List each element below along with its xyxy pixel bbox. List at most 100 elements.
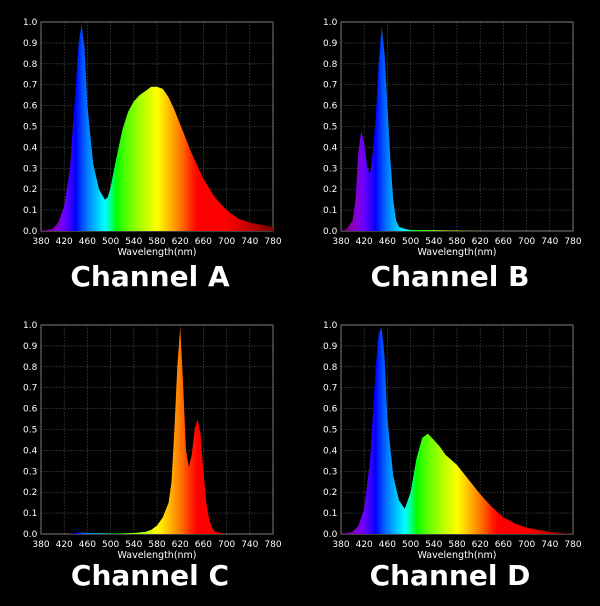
y-tick-label: 0.7 (323, 81, 337, 91)
x-tick-label: 380 (332, 237, 349, 247)
chart-panel-b: 0.0 0.1 0.2 0.3 0.4 0.5 0.6 0.7 0.8 0.9 1.0 380 420 4… (300, 0, 600, 303)
x-tick-label: 460 (379, 237, 396, 247)
spectrum-chart-d: 0.0 0.1 0.2 0.3 0.4 0.5 0.6 0.7 0.8 0.9 1.0 380 420 4… (323, 321, 582, 561)
x-tick-label: 380 (32, 540, 49, 550)
y-tick-label: 0.2 (23, 488, 37, 498)
x-tick-label: 540 (425, 540, 442, 550)
x-axis-label: Wavelength(nm) (417, 550, 496, 561)
x-tick-label: 420 (56, 540, 73, 550)
spectrum-chart-b: 0.0 0.1 0.2 0.3 0.4 0.5 0.6 0.7 0.8 0.9 1.0 380 420 4… (323, 18, 582, 258)
x-axis-label: Wavelength(nm) (117, 247, 196, 258)
x-tick-label: 580 (448, 237, 465, 247)
x-tick-label: 500 (102, 540, 119, 550)
x-tick-label: 460 (79, 237, 96, 247)
x-tick-label: 620 (172, 237, 189, 247)
y-tick-label: 0.4 (323, 143, 338, 153)
y-tick-label: 0.9 (323, 39, 338, 49)
y-tick-label: 0.3 (323, 164, 337, 174)
y-tick-label: 0.1 (23, 509, 37, 519)
y-tick-label: 0.5 (323, 426, 337, 436)
chart-title-b: Channel B (370, 260, 530, 293)
y-tick-label: 1.0 (323, 321, 338, 331)
y-tick-label: 0.6 (323, 102, 338, 112)
x-tick-label: 460 (379, 540, 396, 550)
y-tick-label: 1.0 (323, 18, 338, 28)
y-tick-label: 0.4 (323, 446, 338, 456)
x-tick-label: 460 (79, 540, 96, 550)
y-tick-label: 0.8 (323, 60, 338, 70)
x-tick-label: 420 (56, 237, 73, 247)
y-tick-label: 0.6 (23, 102, 38, 112)
y-tick-label: 0.6 (323, 405, 338, 415)
x-tick-label: 700 (218, 237, 235, 247)
x-tick-label: 740 (541, 237, 558, 247)
y-tick-label: 0.6 (23, 405, 38, 415)
x-tick-label: 500 (102, 237, 119, 247)
x-tick-label: 700 (218, 540, 235, 550)
x-tick-label: 580 (148, 237, 165, 247)
y-tick-label: 0.9 (323, 342, 338, 352)
y-tick-label: 0.8 (23, 363, 38, 373)
y-tick-label: 0.4 (23, 143, 38, 153)
x-tick-label: 780 (564, 540, 581, 550)
y-tick-label: 0.0 (323, 530, 338, 540)
x-tick-label: 660 (195, 540, 212, 550)
chart-title-a: Channel A (70, 260, 230, 293)
x-tick-label: 420 (356, 540, 373, 550)
y-tick-label: 0.9 (23, 342, 38, 352)
x-tick-label: 780 (264, 540, 281, 550)
y-tick-label: 0.5 (23, 123, 37, 133)
x-tick-label: 660 (495, 540, 512, 550)
chart-panel-c: 0.0 0.1 0.2 0.3 0.4 0.5 0.6 0.7 0.8 0.9 1.0 380 420 4… (0, 303, 300, 606)
chart-title-c: Channel C (70, 559, 230, 592)
x-axis-label: Wavelength(nm) (417, 247, 496, 258)
x-tick-label: 500 (402, 237, 419, 247)
y-tick-label: 0.0 (23, 227, 38, 237)
y-tick-label: 0.8 (23, 60, 38, 70)
spectrum-chart-a: 0.0 0.1 0.2 0.3 0.4 0.5 0.6 0.7 0.8 0.9 1.0 380 420 4… (23, 18, 282, 258)
y-tick-label: 0.9 (23, 39, 38, 49)
x-tick-label: 740 (241, 540, 258, 550)
x-tick-label: 620 (472, 540, 489, 550)
x-tick-label: 700 (518, 540, 535, 550)
x-tick-label: 740 (541, 540, 558, 550)
x-tick-label: 580 (148, 540, 165, 550)
spectrum-chart-c: 0.0 0.1 0.2 0.3 0.4 0.5 0.6 0.7 0.8 0.9 1.0 380 420 4… (23, 321, 282, 561)
y-tick-label: 0.1 (323, 509, 337, 519)
x-tick-label: 660 (195, 237, 212, 247)
y-tick-label: 0.7 (323, 384, 337, 394)
x-tick-label: 540 (125, 237, 142, 247)
spectrum-series-area (341, 327, 573, 534)
x-tick-label: 700 (518, 237, 535, 247)
chart-panel-a: 0.0 0.1 0.2 0.3 0.4 0.5 0.6 0.7 0.8 0.9 1.0 380 420 4… (0, 0, 300, 303)
x-axis-label: Wavelength(nm) (117, 550, 196, 561)
y-tick-label: 0.3 (23, 467, 37, 477)
chart-panel-d: 0.0 0.1 0.2 0.3 0.4 0.5 0.6 0.7 0.8 0.9 1.0 380 420 4… (300, 303, 600, 606)
y-tick-label: 0.7 (23, 81, 37, 91)
x-tick-label: 620 (472, 237, 489, 247)
x-tick-label: 420 (356, 237, 373, 247)
y-tick-label: 0.5 (23, 426, 37, 436)
x-tick-label: 780 (264, 237, 281, 247)
y-tick-label: 0.8 (323, 363, 338, 373)
x-tick-label: 660 (495, 237, 512, 247)
y-tick-label: 0.3 (323, 467, 337, 477)
x-tick-label: 580 (448, 540, 465, 550)
x-tick-label: 540 (125, 540, 142, 550)
y-tick-label: 0.0 (323, 227, 338, 237)
spectrum-series-area (341, 26, 573, 232)
y-tick-label: 0.2 (323, 185, 337, 195)
spectrum-series-area (41, 24, 273, 232)
y-tick-label: 0.2 (323, 488, 337, 498)
y-tick-label: 0.5 (323, 123, 337, 133)
y-tick-label: 1.0 (23, 321, 38, 331)
y-tick-label: 0.1 (323, 206, 337, 216)
x-tick-label: 620 (172, 540, 189, 550)
chart-title-d: Channel D (369, 559, 531, 592)
x-tick-label: 780 (564, 237, 581, 247)
x-tick-label: 740 (241, 237, 258, 247)
y-tick-label: 1.0 (23, 18, 38, 28)
y-tick-label: 0.3 (23, 164, 37, 174)
y-tick-label: 0.7 (23, 384, 37, 394)
y-tick-label: 0.1 (23, 206, 37, 216)
